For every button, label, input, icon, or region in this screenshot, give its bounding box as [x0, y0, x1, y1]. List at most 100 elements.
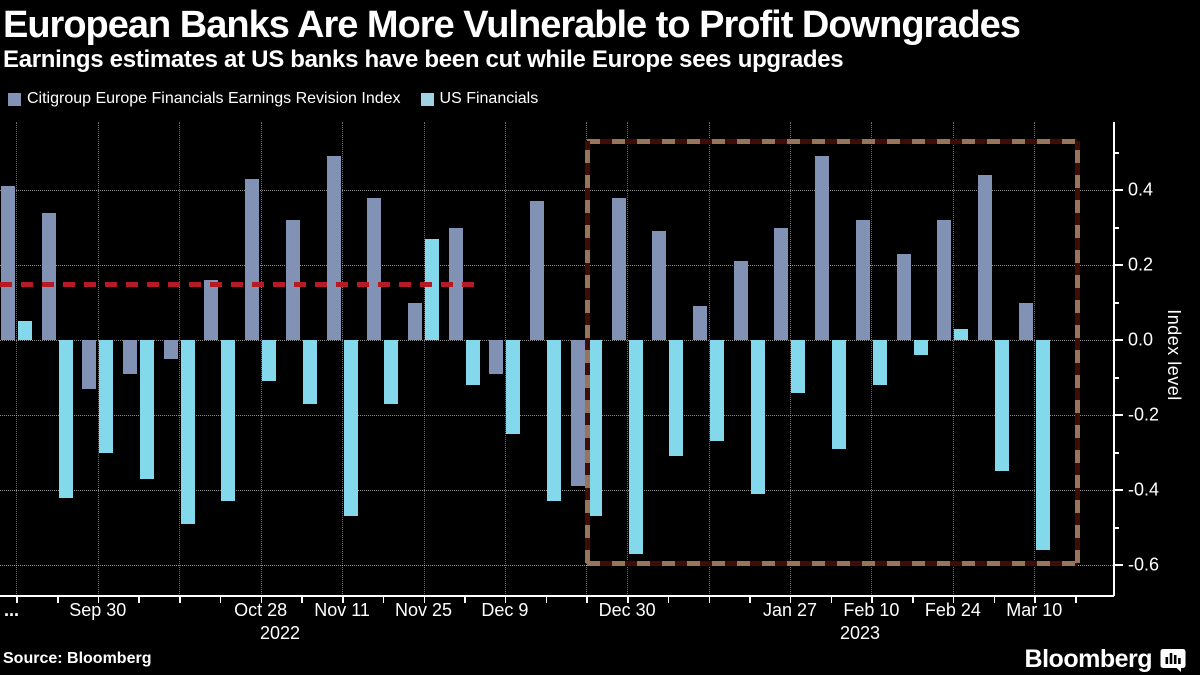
y-axis-major-tick: [1113, 489, 1123, 491]
v-gridline: [1034, 122, 1036, 596]
x-axis-tick: [423, 596, 425, 603]
legend: Citigroup Europe Financials Earnings Rev…: [8, 90, 538, 108]
v-gridline: [871, 122, 873, 596]
v-gridline: [260, 122, 262, 596]
bar-europe: [815, 156, 830, 340]
bar-us: [1035, 340, 1050, 550]
annotation-dashed-hline: [0, 281, 474, 287]
bar-europe: [896, 253, 911, 340]
x-axis-tick: [464, 596, 466, 603]
x-axis-tick: [219, 596, 222, 603]
bar-us: [832, 340, 847, 449]
bar-europe: [245, 178, 260, 340]
v-gridline: [342, 122, 344, 596]
y-axis: 0.4 0.2 0.0 -0.2 -0.4 -0.6: [1113, 122, 1200, 596]
v-gridline: [627, 122, 629, 596]
y-axis-tick-label: 0.0: [1128, 329, 1154, 350]
bar-europe: [367, 197, 382, 340]
x-axis-tick-label: Mar 10: [1006, 600, 1063, 620]
x-axis-tick: [301, 596, 303, 603]
page-title: European Banks Are More Vulnerable to Pr…: [3, 4, 1021, 46]
y-axis-minor-tick: [1113, 376, 1119, 379]
bar-europe: [978, 175, 993, 340]
bar-us: [628, 340, 643, 554]
x-axis-tick: [708, 596, 711, 603]
bar-europe: [489, 340, 504, 374]
x-axis-tick-label: Feb 24: [924, 600, 981, 620]
bar-europe: [611, 197, 626, 340]
bar-us: [425, 238, 439, 340]
bloomberg-logo-text: Bloomberg: [1024, 645, 1153, 673]
y-axis-major-tick: [1113, 564, 1123, 566]
x-axis-tick-label: Dec 9: [481, 600, 529, 620]
bar-europe: [82, 340, 97, 389]
bar-europe: [1018, 302, 1033, 340]
y-axis-minor-tick: [1113, 451, 1119, 454]
x-axis-tick: [749, 596, 751, 603]
bar-us: [954, 328, 969, 340]
bloomberg-logo: Bloomberg: [1025, 645, 1186, 674]
legend-label-europe: Citigroup Europe Financials Earnings Rev…: [27, 90, 401, 107]
x-axis-truncation-label: ...: [4, 600, 20, 620]
v-gridline: [504, 122, 506, 596]
y-axis-tick-label: 0.2: [1128, 254, 1154, 275]
bar-us: [221, 340, 236, 502]
bar-europe: [326, 156, 341, 340]
bar-europe: [530, 201, 545, 340]
legend-item-europe: Citigroup Europe Financials Earnings Rev…: [8, 90, 401, 108]
bar-europe: [693, 306, 708, 340]
x-axis-line: [0, 595, 1114, 597]
x-axis-tick: [1034, 596, 1036, 603]
bar-europe: [285, 220, 300, 340]
bar-europe: [122, 340, 137, 374]
annotation-rect-right: [1075, 141, 1081, 564]
bar-us: [995, 340, 1010, 472]
bar-us: [302, 340, 317, 404]
bar-us: [139, 340, 154, 479]
x-axis-tick-label: Sep 30: [69, 600, 127, 620]
annotation-rect-left: [585, 141, 591, 564]
bar-us: [465, 340, 480, 385]
x-axis-tick: [342, 596, 344, 603]
bar-us: [913, 340, 928, 355]
bar-europe: [204, 280, 219, 340]
x-axis-tick: [97, 596, 100, 603]
v-gridline: [952, 122, 954, 596]
y-axis-major-tick: [1113, 414, 1123, 416]
v-gridline: [97, 122, 99, 596]
bloomberg-logo-icon: [1160, 648, 1186, 672]
y-axis-tick-label: -0.2: [1128, 404, 1160, 425]
bar-us: [872, 340, 887, 385]
bar-us: [99, 340, 114, 453]
bar-us: [384, 340, 399, 404]
x-axis-tick-label: Feb 10: [843, 600, 900, 620]
y-axis-line: [1113, 122, 1115, 596]
x-axis-tick: [789, 596, 792, 603]
x-axis-tick: [830, 596, 833, 603]
bar-us: [791, 340, 806, 393]
y-axis-minor-tick: [1113, 526, 1119, 529]
h-gridline: [0, 265, 1113, 266]
bar-us: [669, 340, 684, 457]
bar-us: [547, 340, 562, 502]
y-axis-minor-tick: [1113, 301, 1119, 304]
y-axis-title: Index level: [1164, 309, 1184, 401]
y-axis-tick-label: -0.4: [1128, 479, 1160, 500]
h-gridline: [0, 190, 1113, 191]
x-axis-tick: [57, 596, 59, 603]
v-gridline: [179, 122, 181, 596]
bar-europe: [733, 261, 748, 340]
x-axis-tick: [586, 596, 588, 603]
x-axis-tick: [138, 596, 140, 603]
bar-us: [17, 321, 32, 340]
v-gridline: [708, 122, 710, 596]
annotation-rect-top: [587, 139, 1078, 145]
x-axis-tick: [260, 596, 263, 603]
bar-us: [506, 340, 521, 434]
page-subtitle: Earnings estimates at US banks have been…: [3, 46, 844, 73]
y-axis-minor-tick: [1113, 151, 1119, 154]
x-axis-tick: [952, 596, 955, 603]
source-credit: Source: Bloomberg: [3, 650, 152, 667]
v-gridline: [423, 122, 425, 596]
